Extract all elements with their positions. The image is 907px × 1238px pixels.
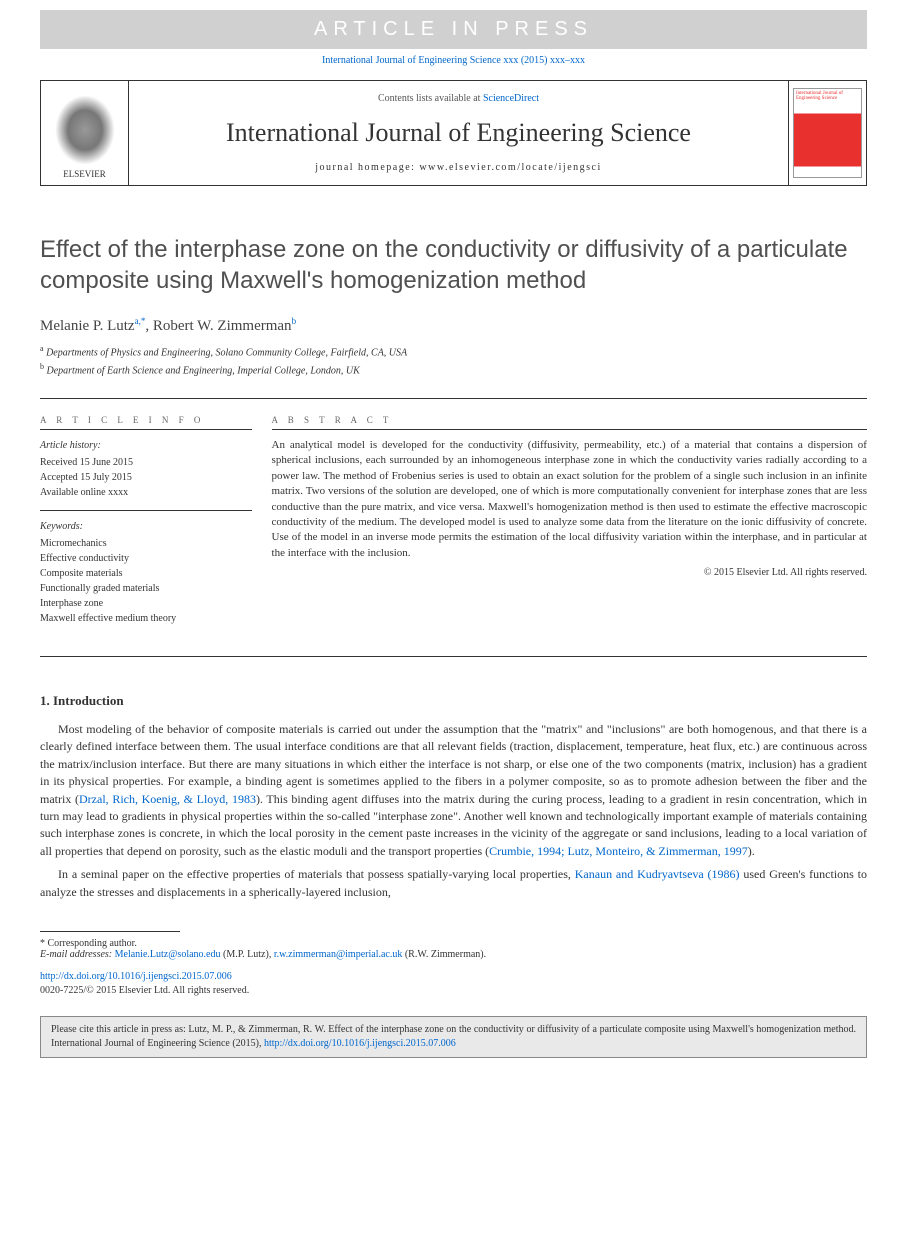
section-1-heading: 1. Introduction (40, 693, 867, 709)
history-accepted: Accepted 15 July 2015 (40, 470, 252, 485)
email-line: E-mail addresses: Melanie.Lutz@solano.ed… (40, 949, 867, 960)
affiliation-a: a Departments of Physics and Engineering… (40, 343, 867, 360)
email-label: E-mail addresses: (40, 949, 115, 960)
journal-title: International Journal of Engineering Sci… (137, 118, 780, 148)
article-history-block: Article history: Received 15 June 2015 A… (40, 438, 252, 626)
journal-cover-thumb: International Journal of Engineering Sci… (788, 81, 866, 185)
keyword-3: Functionally graded materials (40, 581, 252, 596)
author-1-name: Melanie P. Lutz (40, 318, 135, 334)
keyword-1: Effective conductivity (40, 551, 252, 566)
p2-text-pre: In a seminal paper on the effective prop… (58, 867, 575, 881)
keywords-label: Keywords: (40, 519, 252, 534)
elsevier-tree-icon (55, 95, 115, 165)
email-link-2[interactable]: r.w.zimmerman@imperial.ac.uk (274, 949, 403, 960)
abstract-column: A B S T R A C T An analytical model is d… (272, 415, 867, 640)
article-info-heading: A R T I C L E I N F O (40, 415, 252, 430)
info-abstract-row: A R T I C L E I N F O Article history: R… (40, 398, 867, 657)
author-2-markers: b (292, 316, 297, 326)
aff-text-b: Department of Earth Science and Engineer… (47, 365, 360, 376)
ref-link-kanaun[interactable]: Kanaun and Kudryavtseva (1986) (575, 867, 740, 881)
author-1-markers: a,* (135, 316, 146, 326)
article-in-press-banner: ARTICLE IN PRESS (40, 10, 867, 49)
citation-header: International Journal of Engineering Sci… (0, 55, 907, 66)
keyword-4: Interphase zone (40, 596, 252, 611)
affiliation-b: b Department of Earth Science and Engine… (40, 361, 867, 378)
footnote-separator (40, 931, 180, 932)
intro-para-2: In a seminal paper on the effective prop… (40, 866, 867, 901)
ref-link-crumbie-lutz[interactable]: Crumbie, 1994; Lutz, Monteiro, & Zimmerm… (489, 844, 748, 858)
email-who-2: (R.W. Zimmerman). (402, 949, 486, 960)
history-online: Available online xxxx (40, 485, 252, 500)
abstract-text: An analytical model is developed for the… (272, 438, 867, 561)
article-info-column: A R T I C L E I N F O Article history: R… (40, 415, 272, 640)
history-label: Article history: (40, 438, 252, 453)
sciencedirect-link[interactable]: ScienceDirect (483, 93, 539, 104)
article-title: Effect of the interphase zone on the con… (40, 234, 867, 296)
aff-text-a: Departments of Physics and Engineering, … (46, 348, 407, 359)
intro-para-1: Most modeling of the behavior of composi… (40, 721, 867, 860)
corr-marker: * Corresponding author. (40, 938, 867, 949)
abstract-copyright: © 2015 Elsevier Ltd. All rights reserved… (272, 567, 867, 578)
contents-available-line: Contents lists available at ScienceDirec… (137, 93, 780, 104)
elsevier-logo: ELSEVIER (41, 81, 129, 185)
journal-header-center: Contents lists available at ScienceDirec… (129, 81, 788, 185)
aff-marker-a: a (40, 344, 44, 353)
cite-this-article-box: Please cite this article in press as: Lu… (40, 1016, 867, 1058)
cite-doi-link[interactable]: http://dx.doi.org/10.1016/j.ijengsci.201… (264, 1038, 456, 1049)
publisher-name: ELSEVIER (63, 169, 106, 179)
affiliations: a Departments of Physics and Engineering… (40, 343, 867, 378)
journal-header: ELSEVIER Contents lists available at Sci… (40, 80, 867, 186)
cover-image: International Journal of Engineering Sci… (793, 88, 862, 178)
abstract-heading: A B S T R A C T (272, 415, 867, 430)
aff-marker-b: b (40, 362, 44, 371)
keyword-2: Composite materials (40, 566, 252, 581)
author-2-name: Robert W. Zimmerman (153, 318, 292, 334)
journal-homepage: journal homepage: www.elsevier.com/locat… (137, 162, 780, 173)
ref-link-drzal[interactable]: Drzal, Rich, Koenig, & Lloyd, 1983 (79, 792, 256, 806)
keyword-0: Micromechanics (40, 536, 252, 551)
keyword-5: Maxwell effective medium theory (40, 611, 252, 626)
corresponding-author-note: * Corresponding author. E-mail addresses… (40, 938, 867, 960)
email-link-1[interactable]: Melanie.Lutz@solano.edu (115, 949, 221, 960)
contents-prefix: Contents lists available at (378, 93, 483, 104)
issn-copyright: 0020-7225/© 2015 Elsevier Ltd. All right… (40, 985, 249, 996)
doi-block: http://dx.doi.org/10.1016/j.ijengsci.201… (40, 970, 867, 998)
authors-line: Melanie P. Lutza,*, Robert W. Zimmermanb (40, 316, 867, 335)
history-received: Received 15 June 2015 (40, 455, 252, 470)
email-who-1: (M.P. Lutz), (220, 949, 273, 960)
p1-text-post: ). (748, 844, 755, 858)
doi-link[interactable]: http://dx.doi.org/10.1016/j.ijengsci.201… (40, 971, 232, 982)
